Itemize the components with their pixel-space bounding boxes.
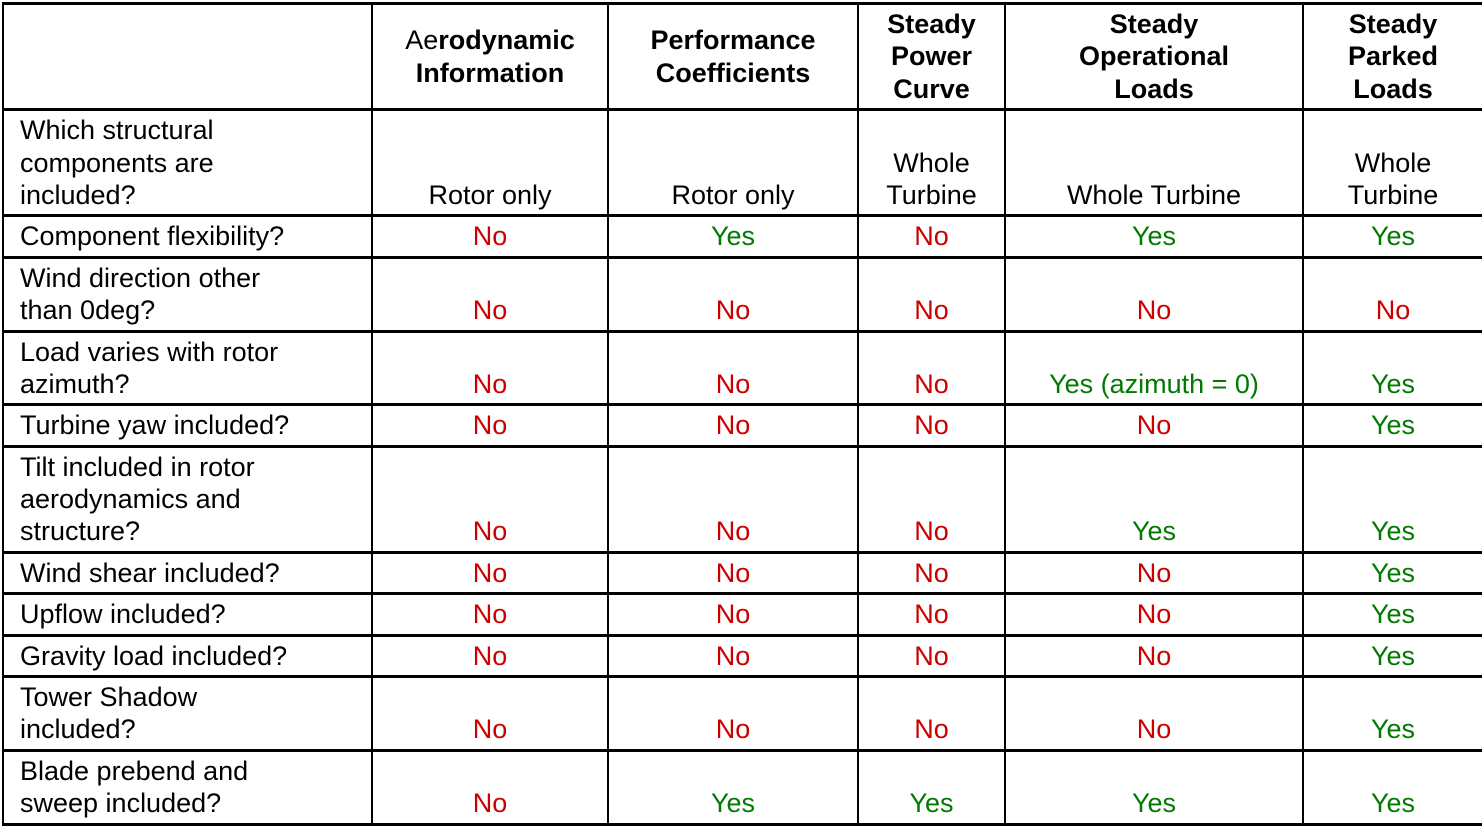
column-header-text: Performance Coefficients: [650, 25, 816, 88]
column-header: Steady Operational Loads: [1004, 1, 1304, 112]
cell-value: No: [857, 329, 1006, 407]
cell-value: No: [607, 633, 859, 679]
table-row: Tower Shadow included? No No No No Yes: [2, 675, 1482, 752]
cell-value: Yes: [1302, 592, 1482, 637]
row-label: Blade prebend and sweep included?: [2, 748, 373, 826]
cell-value: No: [371, 748, 609, 826]
cell-value: Yes: [1004, 214, 1304, 259]
cell-value: No: [1004, 403, 1304, 448]
cell-value: No: [371, 633, 609, 679]
cell-value: No: [857, 214, 1006, 259]
column-header: Aerodynamic Information: [371, 1, 609, 112]
row-label: Which structural components are included…: [2, 108, 373, 218]
cell-value: No: [1004, 633, 1304, 679]
cell-value: No: [1302, 255, 1482, 333]
cell-value: No: [607, 444, 859, 554]
cell-value: No: [857, 403, 1006, 448]
row-label: Gravity load included?: [2, 633, 373, 679]
cell-value: Whole Turbine: [1004, 108, 1304, 218]
column-header: Performance Coefficients: [607, 1, 859, 112]
table-row: Gravity load included? No No No No Yes: [2, 633, 1482, 679]
row-label: Tilt included in rotor aerodynamics and …: [2, 444, 373, 554]
cell-value: No: [1004, 675, 1304, 752]
cell-value: Yes: [1004, 748, 1304, 826]
corner-cell: [2, 1, 373, 112]
column-header-text: rodynamic Information: [415, 25, 575, 88]
column-header-plain-text: Ae: [405, 25, 439, 56]
header-row: Aerodynamic Information Performance Coeff…: [2, 1, 1482, 112]
cell-value: No: [371, 255, 609, 333]
cell-value: No: [607, 255, 859, 333]
cell-value: No: [857, 550, 1006, 596]
cell-value: Yes: [1302, 329, 1482, 407]
cell-value: No: [371, 444, 609, 554]
row-label: Turbine yaw included?: [2, 403, 373, 448]
cell-value: No: [857, 592, 1006, 637]
cell-value: Yes: [1004, 444, 1304, 554]
table-row: Wind direction other than 0deg? No No No No N…: [2, 255, 1482, 333]
cell-value: No: [1004, 550, 1304, 596]
cell-value: No: [607, 550, 859, 596]
cell-value: No: [857, 444, 1006, 554]
row-label: Load varies with rotor azimuth?: [2, 329, 373, 407]
column-header: Steady Power Curve: [857, 1, 1006, 112]
cell-value: Rotor only: [607, 108, 859, 218]
cell-value: Yes: [1302, 403, 1482, 448]
cell-value: Yes: [1302, 444, 1482, 554]
cell-value: No: [607, 403, 859, 448]
column-header-text: Steady Operational Loads: [1078, 9, 1230, 104]
table-row: Component flexibility? No Yes No Yes Yes: [2, 214, 1482, 259]
cell-value: No: [1004, 255, 1304, 333]
table-row: Blade prebend and sweep included? No Yes Ye…: [2, 748, 1482, 826]
cell-value: No: [607, 592, 859, 637]
row-label: Component flexibility?: [2, 214, 373, 259]
table-row: Wind shear included? No No No No Yes: [2, 550, 1482, 596]
cell-value: Yes: [1302, 675, 1482, 752]
column-header-text: Steady Parked Loads: [1347, 9, 1439, 104]
cell-value: Yes: [607, 214, 859, 259]
cell-value: No: [857, 633, 1006, 679]
cell-value: No: [371, 214, 609, 259]
cell-value: Yes: [1302, 214, 1482, 259]
cell-value: No: [1004, 592, 1304, 637]
table-body: Which structural components are included…: [2, 108, 1482, 826]
column-header-text: Steady Power Curve: [887, 9, 976, 104]
table-row: Which structural components are included…: [2, 108, 1482, 218]
cell-value: No: [607, 675, 859, 752]
cell-value: Yes: [1302, 633, 1482, 679]
row-label: Upflow included?: [2, 592, 373, 637]
cell-value: Whole Turbine: [857, 108, 1006, 218]
cell-value: No: [371, 550, 609, 596]
row-label: Wind direction other than 0deg?: [2, 255, 373, 333]
cell-value: No: [371, 329, 609, 407]
row-label: Tower Shadow included?: [2, 675, 373, 752]
table-row: Upflow included? No No No No Yes: [2, 592, 1482, 637]
cell-value: No: [371, 592, 609, 637]
table-row: Turbine yaw included? No No No No Yes: [2, 403, 1482, 448]
column-header: Steady Parked Loads: [1302, 1, 1482, 112]
cell-value: Yes: [1302, 748, 1482, 826]
table-row: Load varies with rotor azimuth? No No No Yes…: [2, 329, 1482, 407]
cell-value: Yes (azimuth = 0): [1004, 329, 1304, 407]
cell-value: Yes: [857, 748, 1006, 826]
table-row: Tilt included in rotor aerodynamics and …: [2, 444, 1482, 554]
cell-value: No: [371, 675, 609, 752]
cell-value: Whole Turbine: [1302, 108, 1482, 218]
cell-value: No: [857, 675, 1006, 752]
cell-value: No: [857, 255, 1006, 333]
cell-value: Yes: [607, 748, 859, 826]
cell-value: No: [607, 329, 859, 407]
cell-value: Rotor only: [371, 108, 609, 218]
cell-value: No: [371, 403, 609, 448]
cell-value: Yes: [1302, 550, 1482, 596]
row-label: Wind shear included?: [2, 550, 373, 596]
